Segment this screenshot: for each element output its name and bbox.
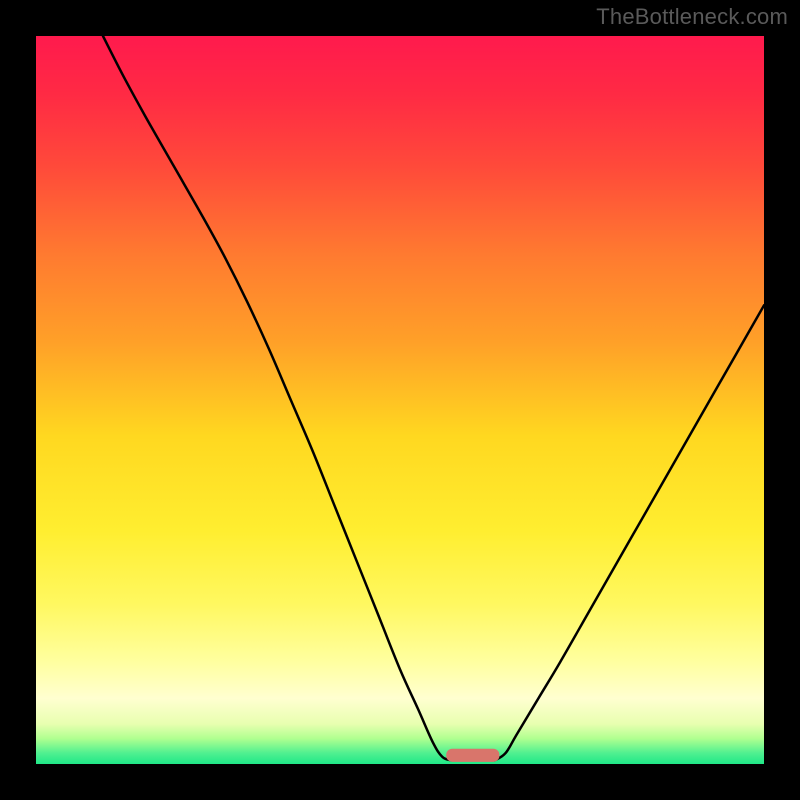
plot-area — [36, 36, 764, 764]
optimal-range-marker — [446, 749, 499, 762]
watermark-text: TheBottleneck.com — [596, 4, 788, 30]
curve-left-branch — [103, 36, 451, 760]
bottleneck-curve — [36, 36, 764, 764]
curve-right-branch — [495, 305, 764, 760]
chart-root: TheBottleneck.com — [0, 0, 800, 800]
